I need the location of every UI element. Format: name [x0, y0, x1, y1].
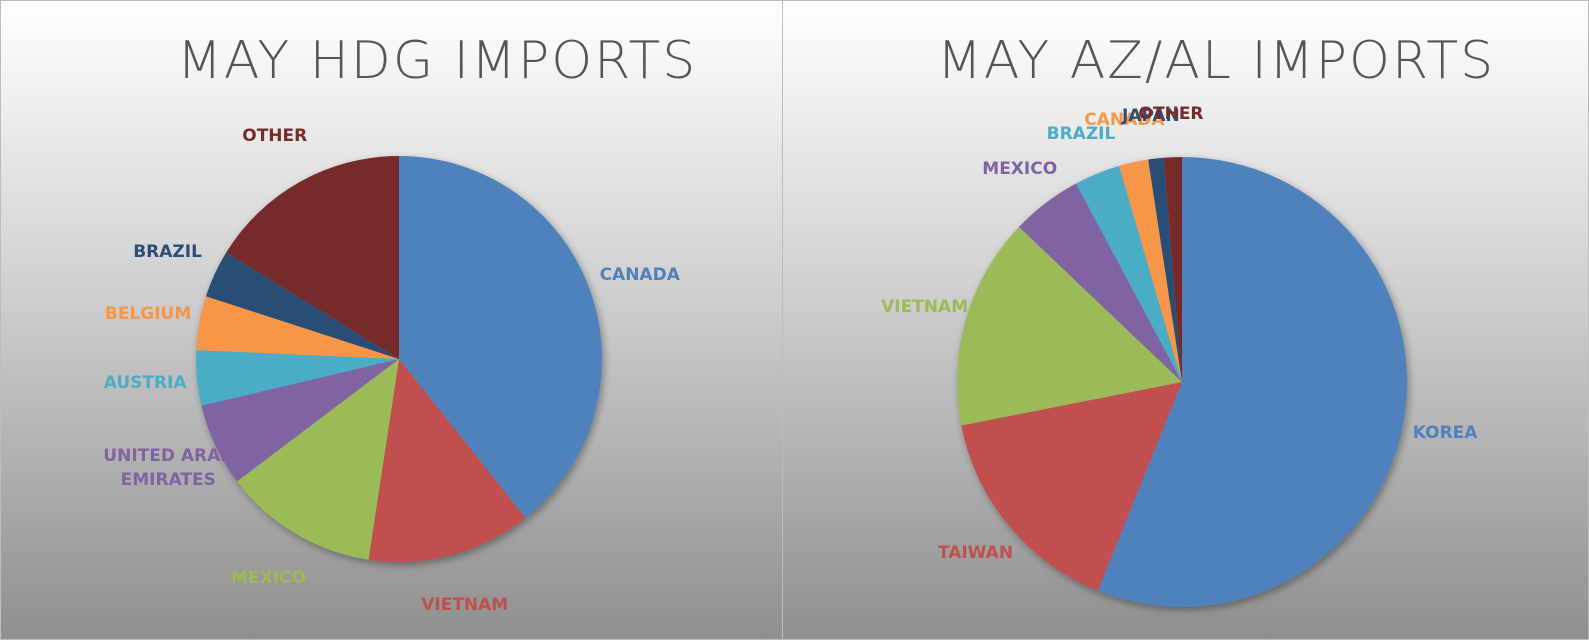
pie-slice: [1097, 157, 1407, 607]
pie: [957, 157, 1407, 607]
pie-slice: [237, 359, 399, 560]
pie-slice: [1119, 159, 1182, 382]
slice-label: BRAZIL: [133, 241, 202, 262]
chart-panel: MAY HDG IMPORTS CANADA VIETNAM MEXICO UNITED…: [0, 0, 783, 640]
pie-slice: [368, 359, 526, 562]
pie-slice: [196, 350, 399, 406]
pie-slice: [196, 296, 399, 359]
slice-label: UNITED ARAB EMIRATES: [103, 445, 234, 490]
pie-slice: [957, 226, 1182, 426]
slice-label: VIETNAM: [421, 595, 509, 616]
slice-label: TAIWAN: [937, 542, 1014, 563]
pie-chart: [957, 157, 1407, 607]
slice-label: MEXICO: [231, 568, 306, 589]
slice-label: OTHER: [1138, 104, 1204, 125]
pie-slice: [1163, 157, 1182, 382]
pie-slice: [201, 359, 399, 482]
slice-label: CANADA: [1084, 110, 1165, 131]
pie-slice: [1148, 157, 1182, 382]
pie-slice: [226, 156, 399, 359]
pie-chart: [196, 156, 603, 562]
chart-title: MAY AZ/AL IMPORTS: [937, 31, 1496, 91]
slice-label: MEXICO: [982, 158, 1058, 179]
chart-panel: MAY AZ/AL IMPORTS KOREA TAIWAN VIETNAM MEXIC…: [782, 0, 1589, 640]
pie-slice: [961, 382, 1182, 591]
slice-label: VIETNAM: [881, 297, 969, 318]
slice-label: KOREA: [1412, 423, 1478, 444]
pie-slice: [1076, 165, 1182, 382]
slice-label: JAPAN: [1122, 105, 1180, 126]
pie: [196, 156, 603, 562]
pie-slice: [205, 252, 399, 359]
slice-label: BRAZIL: [1046, 123, 1116, 144]
slice-label: BELGIUM: [104, 303, 192, 324]
chart-title: MAY HDG IMPORTS: [177, 31, 698, 91]
slice-label: AUSTRIA: [103, 372, 187, 393]
pie-slice: [399, 156, 603, 518]
slice-label: OTHER: [242, 126, 308, 147]
pie-slice: [1018, 183, 1182, 382]
slice-label: CANADA: [599, 264, 680, 285]
